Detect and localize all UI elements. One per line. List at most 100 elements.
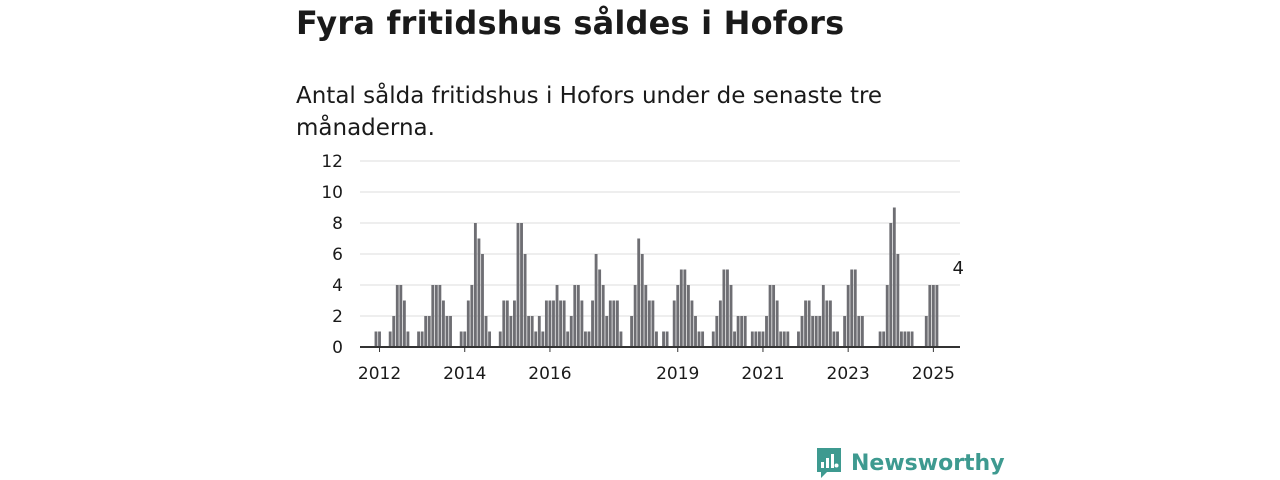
bar bbox=[889, 223, 893, 347]
bar bbox=[782, 331, 786, 347]
bar bbox=[584, 331, 587, 347]
bar bbox=[569, 316, 573, 347]
bar bbox=[594, 254, 598, 347]
bar bbox=[676, 285, 680, 347]
bar bbox=[896, 254, 900, 347]
bar bbox=[821, 285, 825, 347]
bar bbox=[860, 316, 864, 347]
bar bbox=[672, 300, 676, 347]
bar bbox=[388, 331, 392, 347]
y-tick-label: 12 bbox=[321, 152, 343, 172]
bar bbox=[924, 316, 928, 347]
bar bbox=[647, 300, 651, 347]
bar bbox=[427, 316, 431, 347]
bar bbox=[449, 316, 452, 347]
bar bbox=[587, 331, 591, 347]
bar bbox=[804, 300, 807, 347]
y-tick-label: 0 bbox=[332, 338, 343, 358]
bar bbox=[619, 331, 623, 347]
bar bbox=[843, 316, 847, 347]
bar bbox=[786, 331, 790, 347]
bar bbox=[527, 316, 531, 347]
bar bbox=[779, 331, 783, 347]
bar bbox=[470, 285, 474, 347]
bar bbox=[772, 285, 776, 347]
bar bbox=[530, 316, 534, 347]
bar bbox=[612, 300, 616, 347]
bar bbox=[488, 331, 492, 347]
bar bbox=[395, 285, 399, 347]
bar bbox=[928, 285, 932, 347]
bar bbox=[566, 331, 570, 347]
bar bbox=[502, 300, 506, 347]
bar bbox=[580, 300, 584, 347]
y-tick-label: 8 bbox=[332, 214, 343, 234]
x-axis-ticks: 2012 2014 2016 2019 2021 2023 2025 bbox=[358, 347, 955, 384]
bar bbox=[878, 331, 882, 347]
bar bbox=[640, 254, 644, 347]
bar bbox=[498, 331, 502, 347]
bar bbox=[513, 300, 516, 347]
bar bbox=[399, 285, 403, 347]
bars bbox=[374, 207, 939, 347]
bar bbox=[846, 285, 850, 347]
y-tick-label: 6 bbox=[332, 245, 343, 265]
bar-chart: 0 2 4 6 8 10 12 2012 2014 2016 2019 2021 2023 2025 4 bbox=[321, 152, 964, 384]
gridlines bbox=[360, 160, 960, 317]
bar bbox=[683, 269, 687, 347]
bar bbox=[686, 285, 690, 347]
bar bbox=[555, 285, 559, 347]
bar bbox=[481, 254, 484, 347]
y-tick-label: 10 bbox=[321, 183, 343, 203]
bar bbox=[750, 331, 754, 347]
bar bbox=[392, 316, 396, 347]
bar bbox=[740, 316, 744, 347]
bar bbox=[722, 269, 726, 347]
bar bbox=[690, 300, 694, 347]
bar bbox=[814, 316, 818, 347]
bar bbox=[534, 331, 538, 347]
bar bbox=[651, 300, 655, 347]
bar bbox=[523, 254, 527, 347]
bar bbox=[765, 316, 768, 347]
bar bbox=[757, 331, 761, 347]
bar bbox=[459, 331, 463, 347]
bar bbox=[736, 316, 740, 347]
bar bbox=[591, 300, 594, 347]
bar bbox=[605, 316, 609, 347]
bar bbox=[445, 316, 449, 347]
bar bbox=[899, 331, 903, 347]
y-tick-label: 4 bbox=[332, 276, 343, 296]
bar bbox=[800, 316, 804, 347]
x-tick-label: 2019 bbox=[656, 364, 699, 384]
bar bbox=[505, 300, 509, 347]
bar bbox=[711, 331, 715, 347]
brand-name: Newsworthy bbox=[851, 450, 1005, 476]
bar bbox=[832, 331, 836, 347]
bar bbox=[573, 285, 577, 347]
bar bbox=[807, 300, 811, 347]
bar bbox=[853, 269, 857, 347]
x-tick-label: 2021 bbox=[741, 364, 784, 384]
bar bbox=[548, 300, 552, 347]
bar bbox=[910, 331, 914, 347]
bar bbox=[520, 223, 523, 347]
data-label: 4 bbox=[952, 258, 963, 279]
bar bbox=[442, 300, 445, 347]
bar bbox=[576, 285, 580, 347]
bar bbox=[882, 331, 886, 347]
bar bbox=[463, 331, 467, 347]
bar bbox=[644, 285, 648, 347]
brand-logo: Newsworthy bbox=[815, 446, 1005, 480]
bar bbox=[797, 331, 800, 347]
bar bbox=[857, 316, 861, 347]
bar bbox=[828, 300, 832, 347]
bar bbox=[516, 223, 520, 347]
bar bbox=[697, 331, 701, 347]
bar bbox=[633, 285, 637, 347]
bar bbox=[438, 285, 442, 347]
bar bbox=[729, 285, 733, 347]
bar bbox=[509, 316, 513, 347]
page-title: Fyra fritidshus såldes i Hofors bbox=[296, 4, 845, 42]
bar bbox=[775, 300, 779, 347]
